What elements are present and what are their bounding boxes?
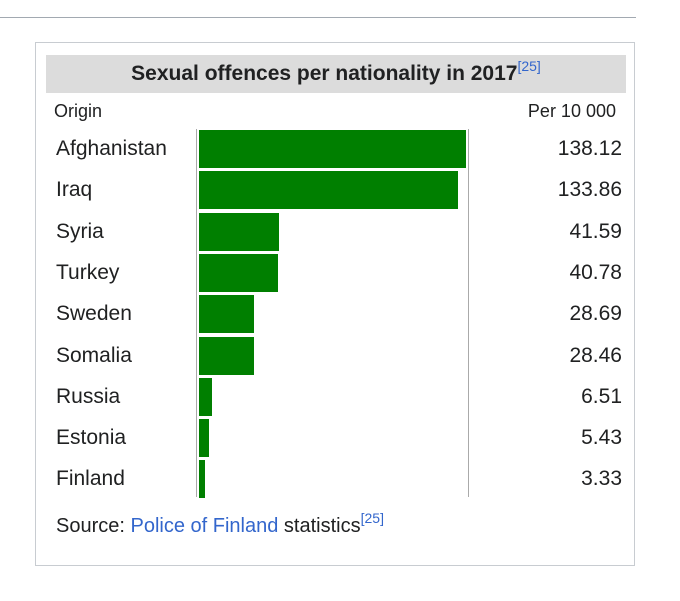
bar-sweden: [199, 295, 255, 334]
row-label-syria: Syria: [56, 219, 104, 243]
row-value-finland: 3.33: [581, 467, 622, 491]
bar-axis-left: [196, 129, 197, 497]
row-value-somalia: 28.46: [569, 343, 622, 367]
row-value-iraq: 133.86: [557, 178, 622, 202]
row-value-russia: 6.51: [581, 384, 622, 408]
row-label-estonia: Estonia: [56, 426, 127, 450]
row-value-syria: 41.59: [569, 219, 622, 243]
row-value-sweden: 28.69: [569, 302, 622, 326]
source-suffix: statistics: [278, 515, 361, 537]
row-label-sweden: Sweden: [56, 302, 132, 326]
row-label-afghanistan: Afghanistan: [56, 137, 167, 160]
row-label-turkey: Turkey: [56, 260, 120, 284]
bar-syria: [199, 212, 280, 251]
section-divider: [0, 17, 636, 18]
source-prefix: Source:: [56, 515, 131, 537]
origin-column-header: Origin: [54, 101, 103, 121]
row-value-turkey: 40.78: [569, 260, 622, 284]
bar-finland: [199, 460, 206, 499]
bar-russia: [199, 377, 212, 416]
source-reference-link[interactable]: [25]: [360, 510, 384, 526]
bar-estonia: [199, 419, 210, 458]
bar-turkey: [199, 253, 278, 292]
row-value-estonia: 5.43: [581, 426, 622, 450]
bar-afghanistan: [199, 130, 466, 168]
row-label-russia: Russia: [56, 384, 121, 408]
row-label-iraq: Iraq: [56, 178, 93, 202]
chart-title: Sexual offences per nationality in 2017[…: [46, 55, 626, 93]
title-reference-link[interactable]: [25]: [517, 58, 541, 74]
bar-axis-right: [468, 129, 469, 497]
source-note: Source: Police of Finland statistics[25]: [56, 511, 384, 538]
value-column-header: Per 10 000: [527, 101, 616, 121]
bar-somalia: [199, 336, 254, 375]
row-value-afghanistan: 138.12: [557, 137, 622, 160]
police-of-finland-link[interactable]: Police of Finland: [130, 515, 279, 537]
chart-infobox: Sexual offences per nationality in 2017[…: [35, 42, 635, 566]
row-label-finland: Finland: [56, 467, 125, 491]
bar-iraq: [199, 171, 458, 210]
row-label-somalia: Somalia: [56, 343, 132, 367]
chart-title-text: Sexual offences per nationality in 2017: [131, 62, 518, 85]
